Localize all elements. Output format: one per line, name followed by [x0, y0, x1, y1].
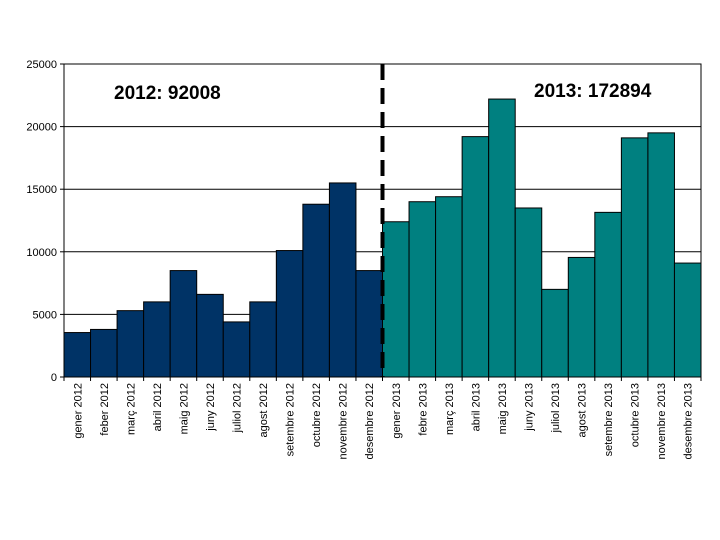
x-tick-label: juliol 2012 [232, 383, 244, 434]
bar [249, 301, 277, 378]
x-tick-label: març 2012 [125, 383, 137, 435]
bar [90, 328, 118, 378]
y-tick-label: 5000 [33, 309, 57, 321]
bar [169, 270, 198, 378]
total-2012-label: 2012: 92008 [114, 83, 221, 104]
x-tick-label: febre 2013 [417, 383, 429, 436]
x-tick-label: agost 2012 [258, 383, 270, 437]
bar [328, 182, 357, 378]
x-tick-label: abril 2013 [470, 383, 482, 431]
bar [63, 332, 92, 378]
bar [567, 256, 596, 378]
x-tick-label: gener 2013 [391, 383, 403, 439]
bar [382, 221, 410, 378]
x-tick-label: feber 2012 [99, 383, 111, 436]
x-tick-label: març 2013 [444, 383, 456, 435]
bar [196, 293, 224, 378]
y-tick-label: 15000 [26, 184, 57, 196]
bar [275, 250, 304, 378]
bar [116, 310, 145, 378]
bar [488, 98, 516, 378]
x-tick-label: novembre 2013 [656, 383, 668, 459]
bar [647, 132, 675, 378]
x-axis: gener 2012 feber 2012 març 2012 abril 2012 m… [63, 377, 702, 459]
x-tick-label: juliol 2013 [550, 383, 562, 434]
y-tick-label: 20000 [26, 122, 57, 134]
bar [355, 270, 384, 378]
bar [143, 301, 171, 378]
x-tick-label: setembre 2012 [285, 383, 297, 456]
bar [461, 136, 490, 378]
bar [514, 207, 543, 378]
bar [673, 262, 702, 378]
x-tick-label: novembre 2012 [338, 383, 350, 459]
bar [435, 196, 463, 378]
x-tick-label: agost 2013 [577, 383, 589, 437]
x-tick-label: gener 2012 [72, 383, 84, 439]
x-tick-label: abril 2012 [152, 383, 164, 431]
x-tick-label: setembre 2013 [603, 383, 615, 456]
x-tick-label: juny 2013 [523, 383, 535, 432]
total-2013-label: 2013: 172894 [534, 81, 652, 102]
y-tick-label: 0 [51, 372, 57, 384]
x-tick-label: octubre 2013 [630, 383, 642, 447]
x-tick-label: maig 2012 [178, 383, 190, 434]
y-tick-label: 25000 [26, 59, 57, 71]
bar [222, 321, 251, 378]
y-axis: 0 5000 10000 15000 20000 25000 [26, 59, 64, 384]
bar [302, 203, 330, 378]
bar [620, 137, 649, 378]
x-tick-label: maig 2013 [497, 383, 509, 434]
x-tick-label: desembre 2012 [364, 383, 376, 459]
bar [594, 211, 622, 378]
x-tick-label: octubre 2012 [311, 383, 323, 447]
y-tick-label: 10000 [26, 247, 57, 259]
bar [541, 288, 569, 378]
x-tick-label: juny 2012 [205, 383, 217, 432]
bar [408, 201, 437, 378]
x-tick-label: desembre 2013 [683, 383, 695, 459]
